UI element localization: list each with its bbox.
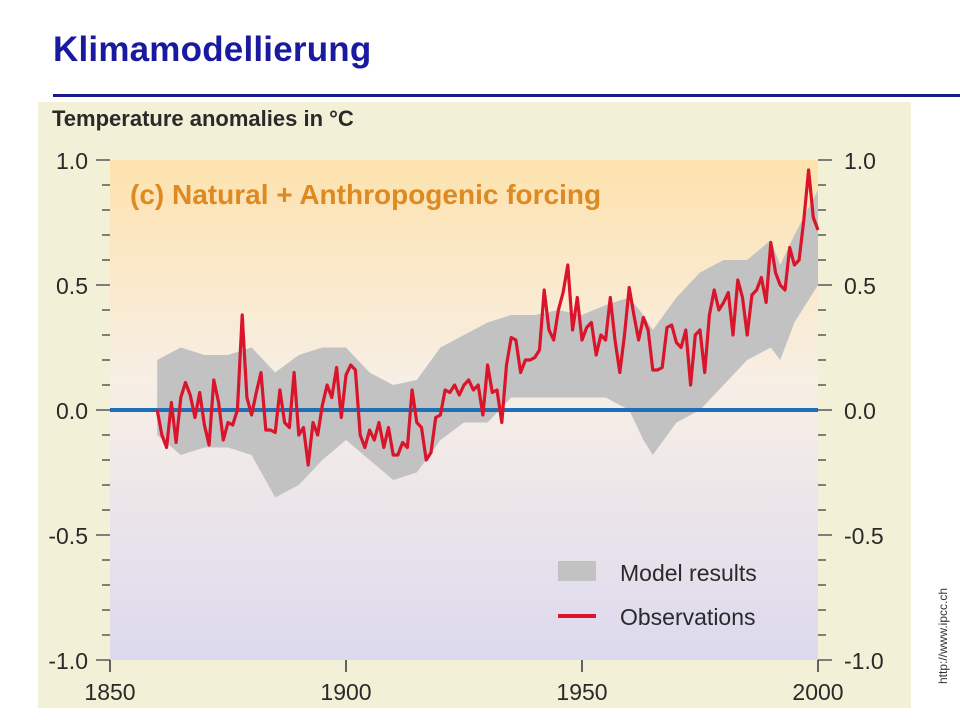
x-tick-label: 1950 <box>556 679 607 705</box>
observations-line <box>155 168 820 467</box>
legend-model-label: Model results <box>620 560 757 586</box>
slide-title: Klimamodellierung <box>53 30 372 69</box>
panel-label: (c) Natural + Anthropogenic forcing <box>130 179 601 210</box>
legend-observations-label: Observations <box>620 604 756 630</box>
y-tick-label-left: 0.0 <box>56 398 88 424</box>
y-tick-label-right: 0.0 <box>844 398 876 424</box>
model-results-band <box>157 190 818 498</box>
source-credit: http://www.ipcc.ch <box>936 587 950 684</box>
legend: Model results Observations <box>558 560 757 630</box>
y-tick-label-left: 0.5 <box>56 273 88 299</box>
y-tick-label-left: -1.0 <box>48 648 88 674</box>
observations-layer <box>155 168 820 467</box>
x-tick-label: 2000 <box>792 679 843 705</box>
y-tick-label-right: 0.5 <box>844 273 876 299</box>
legend-model-swatch <box>558 561 596 581</box>
x-tick-label: 1850 <box>84 679 135 705</box>
title-divider <box>53 94 960 97</box>
chart-title: Temperature anomalies in °C <box>52 106 354 131</box>
y-tick-label-right: 1.0 <box>844 148 876 174</box>
y-tick-label-left: -0.5 <box>48 523 88 549</box>
y-tick-label-left: 1.0 <box>56 148 88 174</box>
y-tick-label-right: -0.5 <box>844 523 884 549</box>
axis-ticks <box>96 159 832 672</box>
x-tick-label: 1900 <box>320 679 371 705</box>
y-tick-label-right: -1.0 <box>844 648 884 674</box>
model-band-layer <box>157 190 818 498</box>
axis-tick-labels: -1.0 -1.0 -0.5 -0.5 0.0 0.0 0.5 0.5 1.0 1.0 1850 19… <box>48 148 883 705</box>
